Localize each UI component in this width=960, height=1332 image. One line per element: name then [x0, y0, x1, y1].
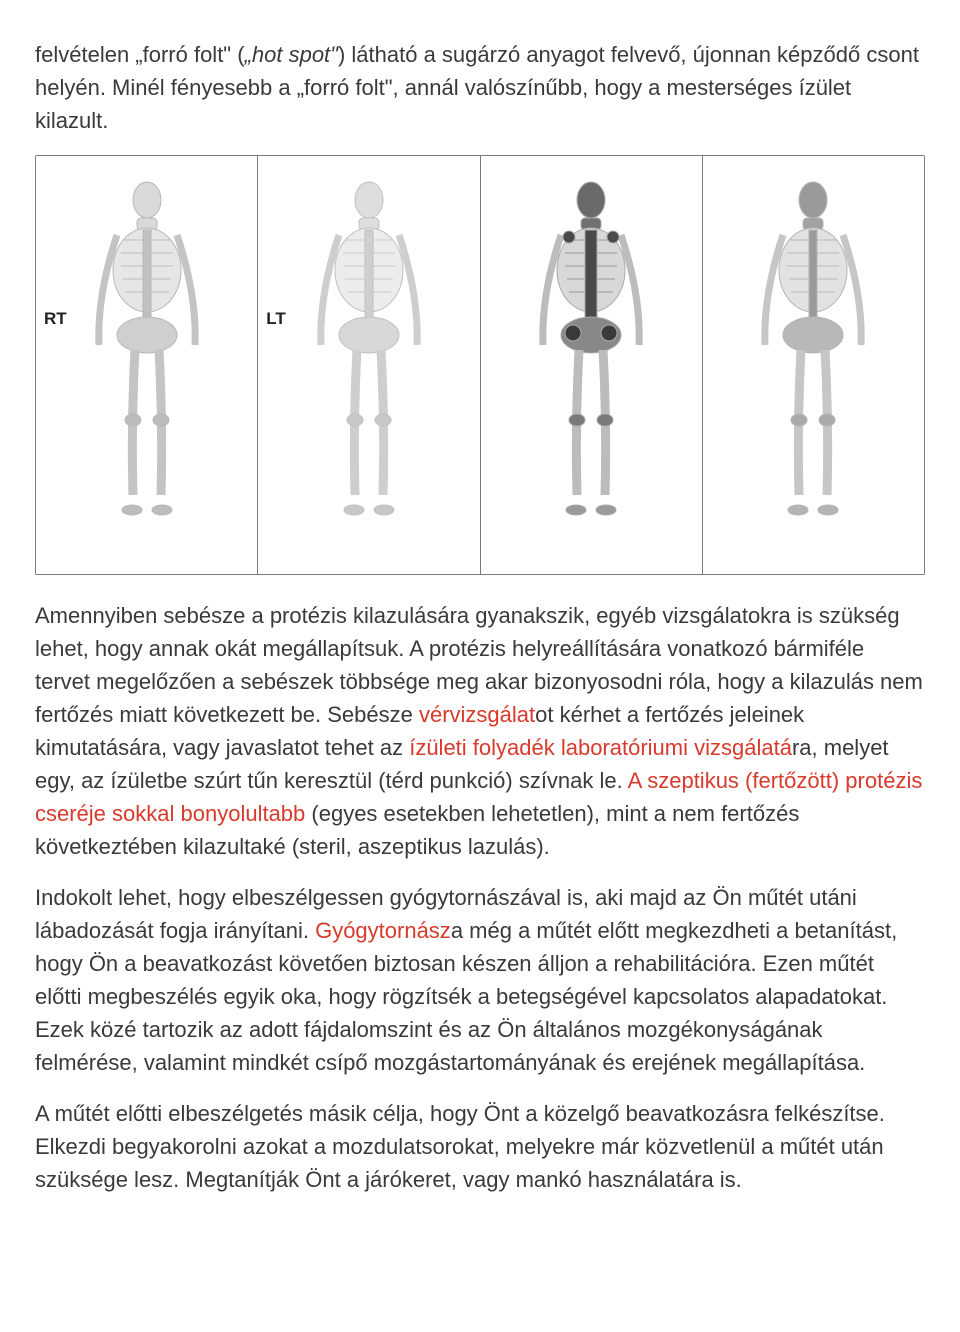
intro-paragraph: felvételen „forró folt" („hot spot") lát… — [35, 38, 925, 137]
scan-panel-3 — [481, 156, 703, 574]
paragraph-2: Amennyiben sebésze a protézis kilazulásá… — [35, 599, 925, 863]
paragraph-3: Indokolt lehet, hogy elbeszélgessen gyóg… — [35, 881, 925, 1079]
p2-r2: ízületi folyadék laboratóriumi vizsgálat… — [409, 735, 792, 760]
label-rt: RT — [44, 306, 67, 332]
scan-panel-1: RT — [36, 156, 258, 574]
skeleton-icon — [743, 175, 883, 555]
scan-panel-4 — [703, 156, 924, 574]
p2-r1: vérvizsgálat — [419, 702, 535, 727]
skeleton-icon — [77, 175, 217, 555]
paragraph-4: A műtét előtti elbeszélgetés másik célja… — [35, 1097, 925, 1196]
intro-text-a: felvételen „forró folt" ( — [35, 42, 245, 67]
bone-scan-figure: RT L — [35, 155, 925, 575]
label-lt: LT — [266, 306, 286, 332]
intro-text-italic: „hot spot" — [245, 42, 338, 67]
p4-t1: A műtét előtti elbeszélgetés másik célja… — [35, 1101, 885, 1192]
skeleton-icon — [521, 175, 661, 555]
skeleton-icon — [299, 175, 439, 555]
scan-panel-2: LT — [258, 156, 480, 574]
p3-r1: Gyógytornász — [315, 918, 451, 943]
